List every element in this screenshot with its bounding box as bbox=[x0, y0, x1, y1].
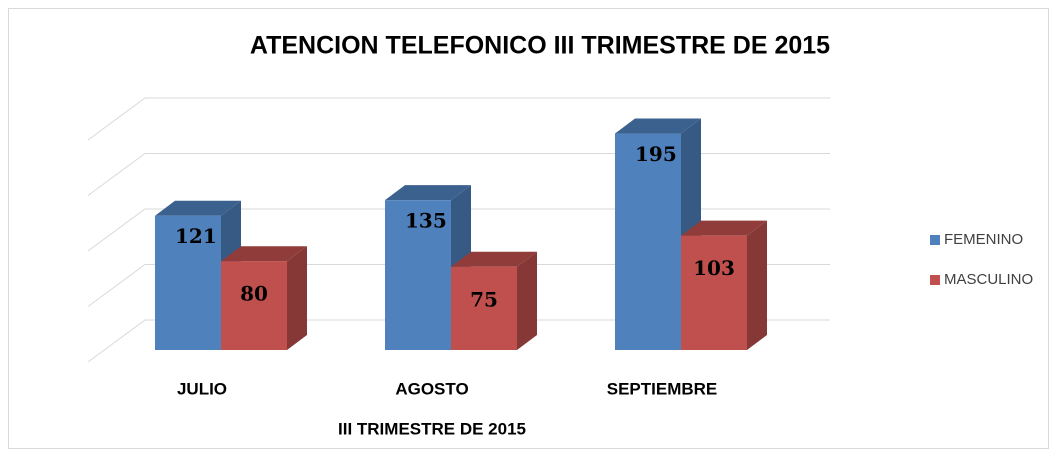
bar-top bbox=[615, 118, 701, 134]
x-axis-title: III TRIMESTRE DE 2015 bbox=[338, 419, 526, 438]
x-tick-label: JULIO bbox=[177, 379, 227, 398]
bar-top bbox=[221, 246, 307, 262]
bar-front bbox=[451, 266, 517, 350]
legend-swatch bbox=[930, 275, 940, 285]
grid-line bbox=[87, 208, 830, 252]
bar-front bbox=[385, 200, 451, 350]
bar bbox=[385, 185, 471, 350]
data-label: 80 bbox=[240, 282, 268, 306]
bar-front bbox=[681, 235, 747, 350]
bar-top bbox=[681, 220, 767, 236]
bar bbox=[221, 246, 307, 350]
bar bbox=[451, 251, 537, 350]
bar-side bbox=[287, 246, 307, 350]
x-tick-label: AGOSTO bbox=[395, 379, 468, 398]
bar-front bbox=[155, 215, 221, 350]
bar bbox=[155, 200, 241, 350]
bar-top bbox=[385, 185, 471, 201]
grid-line bbox=[87, 264, 830, 307]
bar-front bbox=[615, 133, 681, 350]
data-label: 121 bbox=[175, 224, 217, 248]
bar-side bbox=[747, 220, 767, 350]
legend-label: FEMENINO bbox=[944, 231, 1023, 248]
data-label: 135 bbox=[405, 209, 447, 233]
bar-top bbox=[155, 200, 241, 216]
data-label: 75 bbox=[470, 287, 498, 311]
chart-title: ATENCION TELEFONICO III TRIMESTRE DE 201… bbox=[250, 32, 830, 60]
bar-side bbox=[517, 251, 537, 350]
bar-front bbox=[221, 261, 287, 350]
data-label: 103 bbox=[693, 256, 735, 280]
bar bbox=[681, 220, 767, 350]
data-label: 195 bbox=[635, 142, 677, 166]
grid-line bbox=[87, 153, 830, 196]
bar-top bbox=[451, 251, 537, 267]
legend-label: MASCULINO bbox=[944, 271, 1033, 288]
grid-line bbox=[87, 97, 830, 141]
legend-swatch bbox=[930, 235, 940, 245]
grid-line bbox=[87, 319, 830, 363]
x-tick-label: SEPTIEMBRE bbox=[607, 379, 718, 398]
